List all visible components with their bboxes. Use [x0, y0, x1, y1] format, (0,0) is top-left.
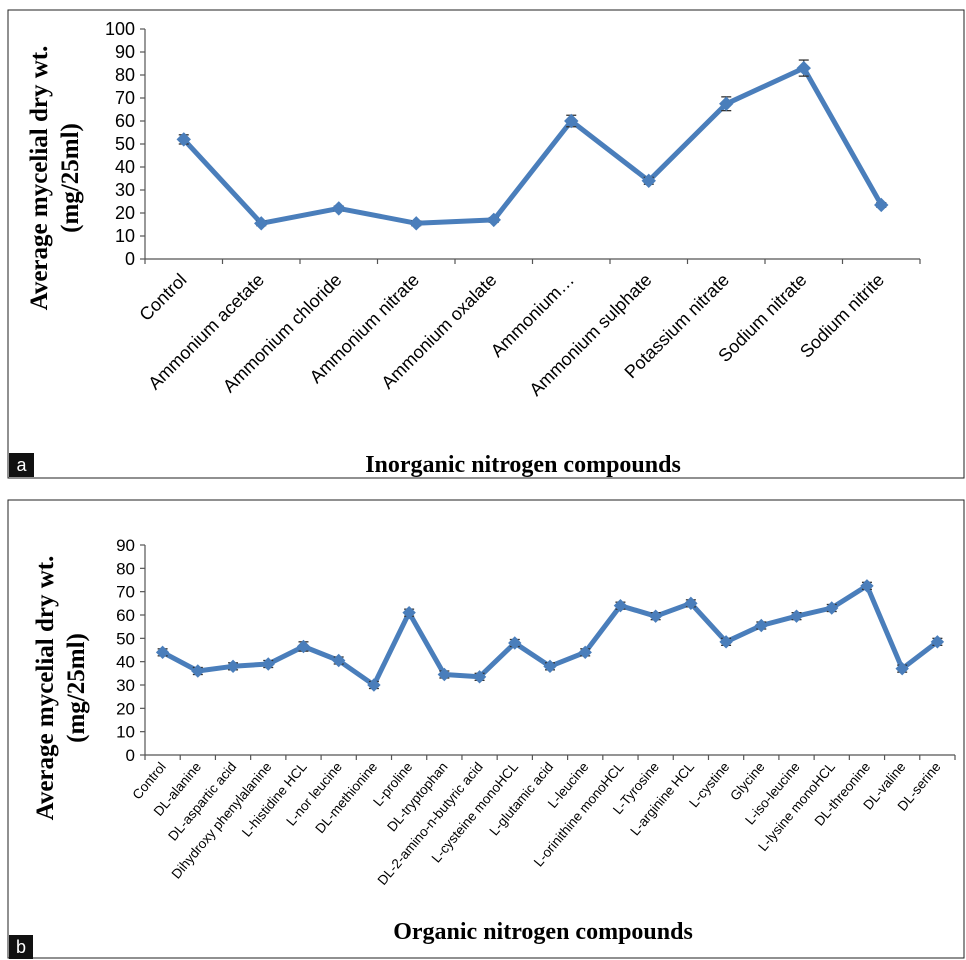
- panel-b-y-tick-label: 50: [116, 629, 135, 648]
- panel-b-data-point: [226, 659, 240, 674]
- panel-b-data-point: [296, 639, 311, 654]
- panel-b-data-point: [930, 635, 945, 649]
- panel-a-y-tick-label: 20: [115, 203, 135, 223]
- panel-b-data-point: [367, 678, 381, 692]
- panel-b-y-tick-label: 60: [116, 606, 135, 625]
- panel-a-tag-box: [9, 453, 34, 477]
- panel-a-y-tick-label: 0: [125, 249, 135, 269]
- panel-b-y-tick-label: 30: [116, 676, 135, 695]
- panel-a-data-point: [874, 197, 889, 213]
- panel-a-y-tick-label: 40: [115, 157, 135, 177]
- panel-b-y-tick-label: 0: [126, 746, 135, 765]
- panel-a-data-point: [796, 60, 811, 76]
- panel-a-data-point: [176, 132, 191, 147]
- panel-b-x-axis-title: Organic nitrogen compounds: [393, 919, 693, 945]
- panel-a-plot-area: [176, 59, 889, 231]
- panel-b-data-point: [613, 598, 628, 613]
- panel-a-y-axis-title-line1: Average mycelial dry wt.: [26, 46, 53, 311]
- panel-a-data-point: [331, 201, 346, 216]
- panel-b-data-point: [754, 618, 769, 633]
- panel-b-y-tick-label: 20: [116, 699, 135, 718]
- panel-b-data-point: [508, 636, 522, 650]
- panel-b-data-point: [578, 645, 592, 660]
- panel-b-y-tick-label: 40: [116, 653, 135, 672]
- panel-b-data-point: [191, 664, 205, 678]
- panel-a-y-axis-title-line2: (mg/25ml): [57, 123, 84, 233]
- panel-b-data-point: [402, 605, 416, 620]
- panel-a-x-axis-title: Inorganic nitrogen compounds: [365, 452, 681, 478]
- panel-b-data-point: [825, 601, 839, 615]
- panel-a-y-tick-label: 90: [115, 42, 135, 62]
- panel-a-data-point: [409, 216, 424, 231]
- panel-b-data-point: [261, 657, 275, 671]
- panel-b-plot-area: [155, 579, 945, 692]
- panel-a-series-line: [181, 65, 884, 226]
- panel-a-y-tick-label: 70: [115, 88, 135, 108]
- panel-a: Average mycelial dry wt. (mg/25ml) 0 10 20…: [7, 9, 965, 479]
- panel-b-data-point: [331, 653, 346, 668]
- panel-a-data-point: [641, 173, 656, 189]
- panel-a-y-tick-label: 60: [115, 111, 135, 131]
- panel-b-data-point: [684, 596, 698, 611]
- panel-b-frame: [7, 499, 965, 959]
- panel-b-y-tick-label: 10: [116, 723, 135, 742]
- panel-a-y-tick-label: 80: [115, 65, 135, 85]
- panel-b-y-tick-label: 70: [116, 583, 135, 602]
- panel-b-data-point: [895, 661, 909, 676]
- panel-b-data-point: [543, 659, 557, 674]
- panel-b-y-axis-title-line2: (mg/25ml): [63, 633, 90, 743]
- panel-b-data-point: [719, 635, 733, 649]
- panel-b-data-point: [648, 609, 663, 623]
- panel-b-data-point: [789, 609, 804, 623]
- panel-a-frame: [7, 9, 965, 479]
- panel-a-y-tick-label: 30: [115, 180, 135, 200]
- panel-b-tag-box: [9, 935, 33, 959]
- panel-b-data-point: [437, 667, 452, 682]
- panel-a-y-tick-label: 100: [105, 19, 135, 39]
- panel-b-y-tick-label: 90: [116, 536, 135, 555]
- panel-b-data-point: [472, 670, 487, 684]
- panel-a-tag: a: [16, 455, 27, 475]
- panel-b-tag: b: [16, 937, 26, 957]
- panel-b-data-point: [155, 645, 170, 660]
- panel-a-data-point: [564, 113, 579, 129]
- panel-a-y-tick-label: 10: [115, 226, 135, 246]
- panel-b-y-axis: 0 10 20 30 40 50 60 70 80 90: [116, 536, 146, 765]
- panel-a-data-point: [486, 212, 501, 228]
- panel-b-y-axis-title-line1: Average mycelial dry wt.: [32, 556, 59, 821]
- panel-b-y-tick-label: 80: [116, 559, 135, 578]
- panel-a-data-point: [254, 216, 269, 231]
- panel-a-data-point: [719, 96, 734, 111]
- panel-a-y-axis: 0 10 20 30 40 50 60 70 80 90 100: [105, 19, 146, 269]
- panel-a-y-tick-label: 50: [115, 134, 135, 154]
- panel-b-data-point: [860, 579, 874, 593]
